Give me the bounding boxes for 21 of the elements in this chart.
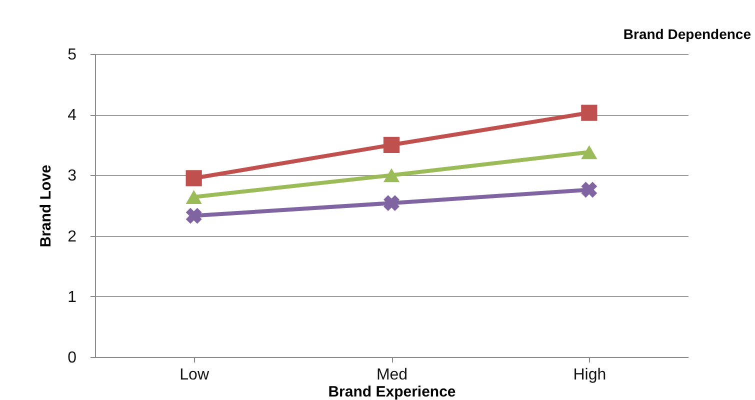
x-tick-label: High [573, 366, 606, 384]
point [581, 104, 598, 121]
y-tick-label: 0 [68, 350, 77, 366]
point [186, 190, 202, 204]
point [186, 170, 202, 186]
y-tick-label: 4 [68, 107, 77, 124]
point [383, 168, 400, 182]
y-tick-label: 2 [68, 228, 77, 246]
y-tick-label: 3 [68, 168, 77, 185]
text: Brand Dependence [623, 26, 751, 42]
point [581, 145, 598, 160]
x-axis-title: Brand Experience [328, 384, 456, 400]
y-axis-title: Brand Love [38, 164, 55, 248]
point [383, 136, 400, 153]
y-tick-label: 5 [68, 46, 77, 64]
point [581, 182, 598, 198]
x-tick-label: Low [180, 366, 210, 384]
point [186, 208, 202, 224]
y-tick-label: 1 [68, 288, 77, 306]
point [384, 195, 400, 212]
x-tick-label: Med [376, 366, 408, 384]
